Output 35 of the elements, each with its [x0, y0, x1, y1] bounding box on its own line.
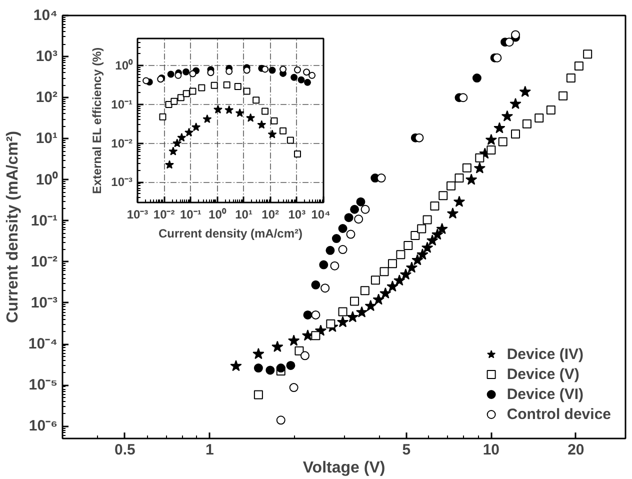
y-tick-label: 10⁻¹ — [111, 97, 133, 112]
y-axis-title: External EL efficiency (%) — [90, 47, 104, 194]
legend-label: Device (V) — [506, 364, 580, 384]
y-tick-label: 10⁰ — [36, 170, 58, 188]
x-axis-title: Current density (mA/cm²) — [158, 226, 303, 240]
x-tick-label: 10⁻² — [153, 208, 175, 222]
x-tick-label: 10⁻¹ — [180, 208, 202, 222]
x-tick-label: 10¹ — [235, 208, 252, 222]
legend-label: Control device — [506, 404, 611, 424]
x-tick-label: 10 — [482, 442, 500, 458]
y-tick-label: 10⁴ — [33, 7, 58, 24]
y-tick-label: 10⁻³ — [30, 294, 58, 312]
y-tick-label: 10¹ — [36, 130, 58, 148]
x-tick-label: 20 — [568, 442, 584, 458]
x-tick-label: 1 — [206, 442, 214, 458]
y-tick-label: 10⁻² — [111, 136, 133, 150]
x-axis-title: Voltage (V) — [302, 460, 386, 476]
x-tick-label: 10² — [262, 208, 280, 222]
y-tick-label: 10⁻⁵ — [28, 376, 58, 394]
legend-label: Device (IV) — [506, 344, 584, 364]
x-tick-label: 10³ — [288, 208, 306, 222]
y-axis-title: Current density (mA/cm²) — [4, 130, 22, 324]
y-tick-label: 10⁰ — [115, 58, 134, 73]
y-tick-label: 10⁻⁴ — [28, 336, 58, 353]
x-tick-label: 10⁻³ — [126, 208, 148, 222]
y-tick-label: 10² — [36, 89, 58, 106]
y-tick-label: 10³ — [36, 48, 58, 66]
x-tick-label: 10⁰ — [208, 208, 227, 222]
y-tick-label: 10⁻³ — [111, 175, 133, 190]
x-tick-label: 5 — [402, 442, 411, 458]
x-tick-label: 0.5 — [114, 442, 136, 458]
x-tick-label: 10⁴ — [311, 208, 331, 222]
y-tick-label: 10⁻² — [30, 253, 58, 270]
legend-label: Device (VI) — [506, 384, 584, 404]
y-tick-label: 10⁻⁶ — [28, 418, 58, 435]
